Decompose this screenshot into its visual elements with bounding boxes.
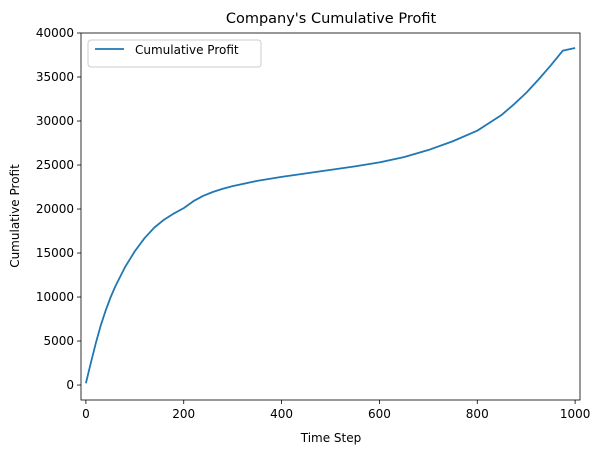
series-line-cumulative-profit xyxy=(85,47,576,384)
x-tick-label: 200 xyxy=(172,407,195,421)
series-layer xyxy=(85,47,576,384)
x-tick-label: 800 xyxy=(466,407,489,421)
x-tick-label: 1000 xyxy=(560,407,591,421)
y-tick-label: 30000 xyxy=(36,114,74,128)
plot-area xyxy=(80,32,581,401)
x-axis-label: Time Step xyxy=(300,431,362,445)
chart-title: Company's Cumulative Profit xyxy=(226,11,437,27)
x-tick-label: 400 xyxy=(270,407,293,421)
y-tick-label: 0 xyxy=(66,378,74,392)
legend-label: Cumulative Profit xyxy=(135,43,239,57)
y-tick-label: 10000 xyxy=(36,290,74,304)
y-tick-label: 20000 xyxy=(36,202,74,216)
y-tick-label: 15000 xyxy=(36,246,74,260)
legend: Cumulative Profit xyxy=(87,39,262,68)
x-axis: 0 200 400 600 800 1000 xyxy=(82,400,590,421)
x-tick-label: 600 xyxy=(368,407,391,421)
y-tick-label: 5000 xyxy=(43,334,74,348)
legend-box xyxy=(87,39,262,68)
y-axis: 0 5000 10000 15000 20000 25000 30000 35000 40000 xyxy=(36,26,81,392)
y-tick-label: 40000 xyxy=(36,26,74,40)
x-tick-label: 0 xyxy=(82,407,90,421)
y-tick-label: 25000 xyxy=(36,158,74,172)
y-axis-label: Cumulative Profit xyxy=(8,164,22,268)
y-tick-label: 35000 xyxy=(36,70,74,84)
